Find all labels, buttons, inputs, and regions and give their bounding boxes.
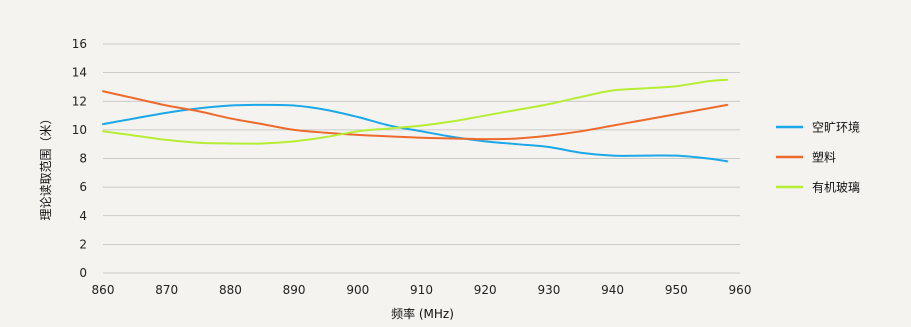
x-tick-label: 910 xyxy=(410,283,433,297)
x-tick-label: 940 xyxy=(601,283,624,297)
legend-label-2: 塑料 xyxy=(812,150,836,165)
y-tick-label: 10 xyxy=(72,123,87,137)
y-tick-label: 0 xyxy=(79,266,87,280)
y-tick-label: 2 xyxy=(79,237,87,251)
x-tick-label: 930 xyxy=(537,283,560,297)
x-tick-label: 880 xyxy=(219,283,242,297)
x-tick-label: 890 xyxy=(283,283,306,297)
y-tick-label: 8 xyxy=(79,152,87,166)
legend-label-3: 有机玻璃 xyxy=(812,181,860,195)
x-tick-label: 900 xyxy=(346,283,369,297)
x-tick-label: 960 xyxy=(729,283,752,297)
series-line-1 xyxy=(102,103,729,163)
y-axis-title: 理论读取范围（米） xyxy=(39,112,53,220)
series-line-3 xyxy=(102,78,729,145)
y-tick-label: 14 xyxy=(72,66,87,80)
y-tick-label: 6 xyxy=(79,180,87,194)
series-line-2 xyxy=(102,90,729,141)
x-axis-title: 频率 (MHz) xyxy=(391,306,454,321)
x-tick-label: 870 xyxy=(155,283,178,297)
x-tick-label: 860 xyxy=(92,283,115,297)
x-tick-label: 950 xyxy=(665,283,688,297)
y-tick-label: 4 xyxy=(79,209,87,223)
legend-label-1: 空旷环境 xyxy=(812,120,860,135)
x-tick-label: 920 xyxy=(474,283,497,297)
y-tick-label: 16 xyxy=(72,37,87,51)
y-tick-label: 12 xyxy=(72,94,87,108)
